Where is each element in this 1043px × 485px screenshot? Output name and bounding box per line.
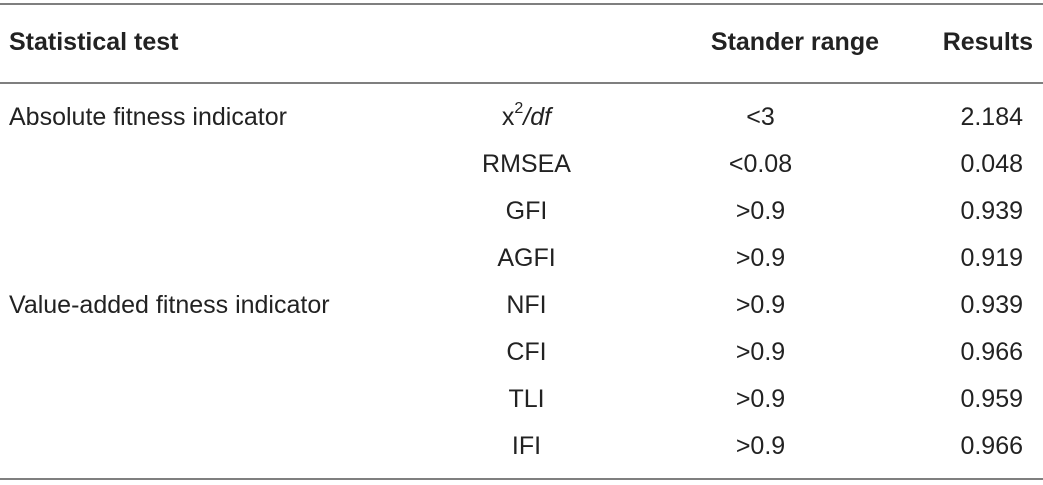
cell-test bbox=[0, 376, 439, 423]
table-row: GFI >0.9 0.939 bbox=[0, 188, 1043, 235]
cell-result: 0.966 bbox=[960, 338, 1023, 366]
table-row: Absolute fitness indicator x2/df <3 2.18… bbox=[0, 84, 1043, 141]
cell-test bbox=[0, 329, 439, 376]
cell-test bbox=[0, 188, 439, 235]
cell-range: >0.9 bbox=[735, 244, 786, 272]
cell-result: 0.939 bbox=[960, 197, 1023, 225]
header-row: Statistical test Stander range Results bbox=[0, 0, 1043, 84]
indicator-superscript: 2 bbox=[514, 100, 524, 117]
cell-result: 0.919 bbox=[960, 244, 1023, 272]
header-statistical-test: Statistical test bbox=[9, 27, 179, 56]
bottom-rule bbox=[0, 478, 1043, 480]
cell-indicator: CFI bbox=[506, 338, 547, 366]
header-results: Results bbox=[942, 27, 1033, 56]
header-rule bbox=[0, 82, 1043, 84]
cell-result: 2.184 bbox=[960, 103, 1023, 131]
header-indicator bbox=[439, 0, 614, 84]
cell-range: <0.08 bbox=[728, 150, 793, 178]
cell-indicator: AGFI bbox=[497, 244, 556, 272]
table-row: TLI >0.9 0.959 bbox=[0, 376, 1043, 423]
cell-indicator: NFI bbox=[506, 291, 547, 319]
cell-test bbox=[0, 141, 439, 188]
cell-indicator: TLI bbox=[508, 385, 545, 413]
cell-test: Absolute fitness indicator bbox=[9, 103, 287, 131]
cell-indicator: IFI bbox=[511, 432, 542, 460]
table-row: IFI >0.9 0.966 bbox=[0, 423, 1043, 470]
cell-range: >0.9 bbox=[735, 197, 786, 225]
cell-range: >0.9 bbox=[735, 385, 786, 413]
cell-result: 0.966 bbox=[960, 432, 1023, 460]
cell-result: 0.939 bbox=[960, 291, 1023, 319]
cell-range: >0.9 bbox=[735, 432, 786, 460]
table-row: CFI >0.9 0.966 bbox=[0, 329, 1043, 376]
indicator-base: x bbox=[501, 103, 515, 131]
cell-indicator: x2/df bbox=[439, 84, 614, 141]
cell-indicator: GFI bbox=[505, 197, 548, 225]
cell-range: <3 bbox=[746, 103, 775, 131]
indicator-rest: /df bbox=[523, 103, 552, 131]
header-stander-range: Stander range bbox=[710, 27, 879, 56]
cell-test bbox=[0, 423, 439, 470]
cell-result: 0.048 bbox=[960, 150, 1023, 178]
cell-test bbox=[0, 235, 439, 282]
cell-range: >0.9 bbox=[735, 291, 786, 319]
data-table: Statistical test Stander range Results A… bbox=[0, 0, 1043, 470]
cell-test: Value-added fitness indicator bbox=[9, 291, 330, 319]
cell-indicator: RMSEA bbox=[482, 150, 571, 178]
top-rule bbox=[0, 3, 1043, 5]
cell-result: 0.959 bbox=[960, 385, 1023, 413]
table-row: AGFI >0.9 0.919 bbox=[0, 235, 1043, 282]
table-row: Value-added fitness indicator NFI >0.9 0… bbox=[0, 282, 1043, 329]
cell-range: >0.9 bbox=[735, 338, 786, 366]
table-row: RMSEA <0.08 0.048 bbox=[0, 141, 1043, 188]
